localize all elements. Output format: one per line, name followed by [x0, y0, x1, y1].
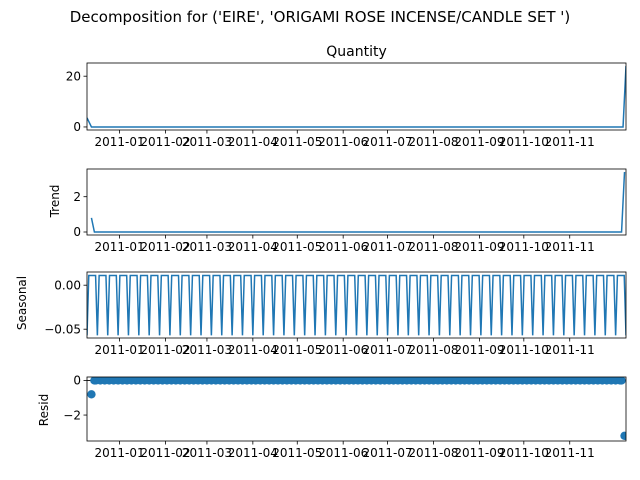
trend-ytick-label: 0: [73, 225, 81, 239]
seasonal-xtick-label: 2011-11: [545, 343, 595, 357]
resid-xtick-label: 2011-10: [499, 446, 549, 460]
trend-panel: 022011-012011-022011-032011-042011-05201…: [73, 168, 627, 254]
observed-axes-frame: [86, 62, 627, 131]
observed-xtick-label: 2011-11: [545, 135, 595, 149]
resid-panel: 0−22011-012011-022011-032011-042011-0520…: [63, 374, 627, 460]
panel-title: Quantity: [326, 44, 387, 60]
trend-ylabel: Trend: [48, 185, 62, 219]
observed-xtick-label: 2011-09: [454, 135, 504, 149]
seasonal-xtick-label: 2011-07: [363, 343, 413, 357]
seasonal-xtick-label: 2011-10: [499, 343, 549, 357]
seasonal-axes-frame: [86, 271, 627, 339]
observed-xtick-label: 2011-03: [182, 135, 232, 149]
resid-ylabel: Resid: [37, 394, 51, 426]
resid-xtick-label: 2011-03: [182, 446, 232, 460]
observed-xtick-label: 2011-10: [499, 135, 549, 149]
observed-xtick-label: 2011-04: [228, 135, 278, 149]
observed-ytick-label: 0: [73, 120, 81, 134]
trend-xtick-label: 2011-10: [499, 240, 549, 254]
seasonal-ytick-label: 0.00: [54, 278, 81, 292]
seasonal-series-line: [87, 274, 626, 336]
trend-xtick-label: 2011-01: [95, 240, 145, 254]
resid-point: [617, 377, 626, 385]
seasonal-xtick-label: 2011-08: [408, 343, 458, 357]
resid-xtick-label: 2011-07: [363, 446, 413, 460]
seasonal-xtick-label: 2011-04: [228, 343, 278, 357]
resid-xtick-label: 2011-05: [272, 446, 322, 460]
observed-xtick-label: 2011-07: [363, 135, 413, 149]
trend-xtick-label: 2011-06: [318, 240, 368, 254]
trend-xtick-label: 2011-03: [182, 240, 232, 254]
trend-xtick-label: 2011-11: [545, 240, 595, 254]
resid-xtick-label: 2011-08: [408, 446, 458, 460]
trend-ytick-label: 2: [73, 190, 81, 204]
observed-panel: 0202011-012011-022011-032011-042011-0520…: [66, 62, 627, 149]
resid-point: [87, 390, 96, 399]
observed-series-line: [87, 66, 626, 128]
observed-ytick-label: 20: [66, 69, 81, 83]
figure-suptitle: Decomposition for ('EIRE', 'ORIGAMI ROSE…: [70, 8, 571, 26]
seasonal-xtick-label: 2011-05: [272, 343, 322, 357]
resid-xtick-label: 2011-09: [454, 446, 504, 460]
resid-xtick-label: 2011-02: [140, 446, 190, 460]
trend-axes-frame: [86, 168, 627, 236]
resid-point: [90, 377, 99, 385]
resid-xtick-label: 2011-11: [545, 446, 595, 460]
seasonal-xtick-label: 2011-06: [318, 343, 368, 357]
observed-xtick-label: 2011-02: [140, 135, 190, 149]
seasonal-xtick-label: 2011-02: [140, 343, 190, 357]
trend-series-line: [90, 171, 626, 233]
resid-axes-frame: [86, 376, 627, 442]
seasonal-xtick-label: 2011-03: [182, 343, 232, 357]
resid-xtick-label: 2011-04: [228, 446, 278, 460]
seasonal-ytick-label: −0.05: [44, 322, 81, 336]
resid-xtick-label: 2011-06: [318, 446, 368, 460]
trend-xtick-label: 2011-05: [272, 240, 322, 254]
observed-xtick-label: 2011-01: [95, 135, 145, 149]
seasonal-panel: 0.00−0.052011-012011-022011-032011-04201…: [44, 271, 627, 357]
seasonal-ylabel: Seasonal: [15, 276, 29, 330]
observed-xtick-label: 2011-05: [272, 135, 322, 149]
observed-xtick-label: 2011-06: [318, 135, 368, 149]
seasonal-xtick-label: 2011-01: [95, 343, 145, 357]
resid-point: [620, 431, 626, 441]
observed-xtick-label: 2011-08: [408, 135, 458, 149]
resid-ytick-label: 0: [73, 374, 81, 388]
trend-xtick-label: 2011-08: [408, 240, 458, 254]
trend-xtick-label: 2011-07: [363, 240, 413, 254]
resid-xtick-label: 2011-01: [95, 446, 145, 460]
trend-xtick-label: 2011-09: [454, 240, 504, 254]
trend-xtick-label: 2011-04: [228, 240, 278, 254]
seasonal-xtick-label: 2011-09: [454, 343, 504, 357]
trend-xtick-label: 2011-02: [140, 240, 190, 254]
resid-ytick-label: −2: [63, 408, 81, 422]
